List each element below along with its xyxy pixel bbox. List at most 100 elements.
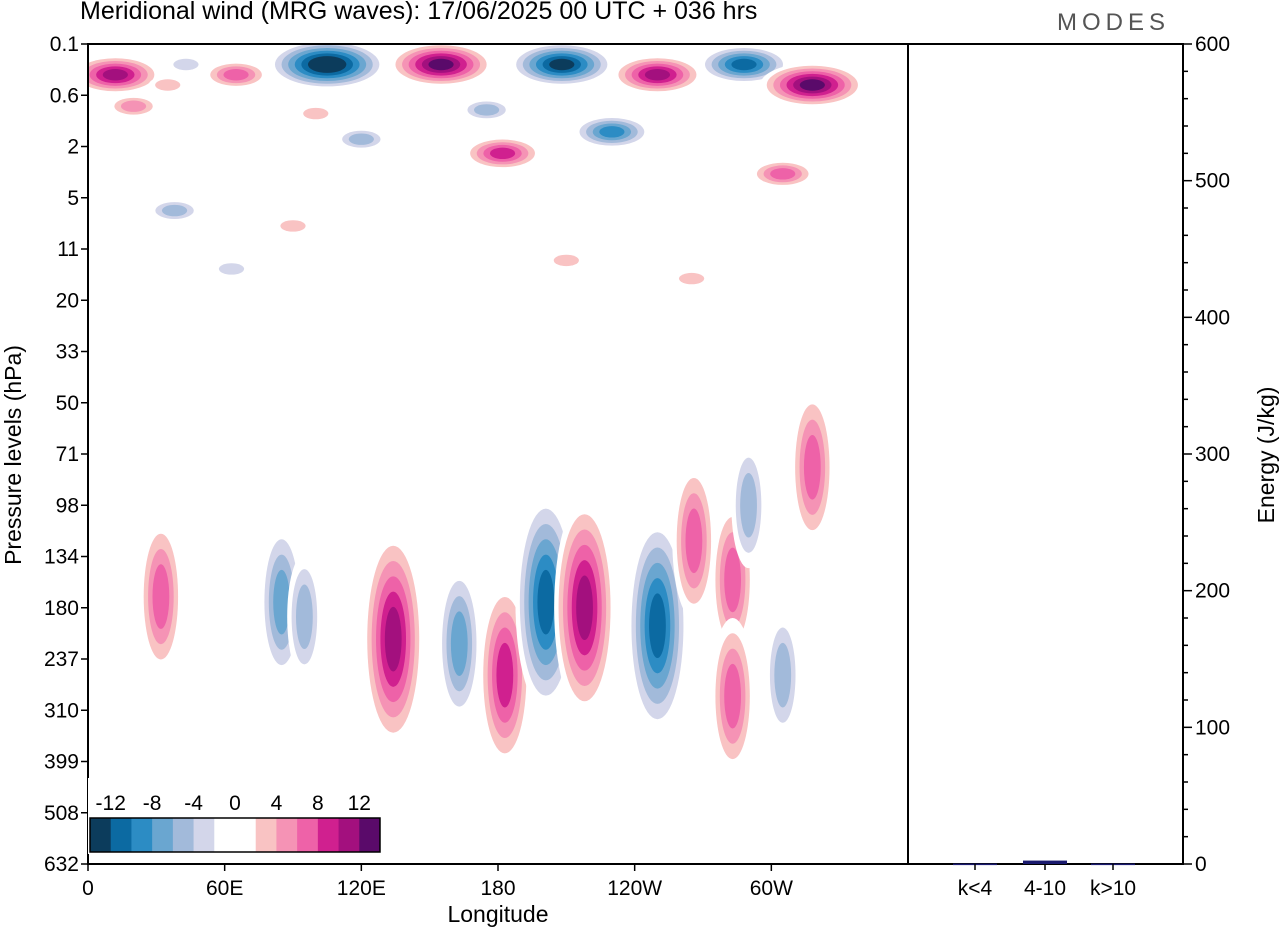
contour-band xyxy=(649,593,666,659)
colorbar-swatch xyxy=(276,818,298,852)
contour-cell xyxy=(672,270,711,288)
contour-band xyxy=(120,100,147,112)
contour-band xyxy=(685,508,703,574)
contour-cell xyxy=(554,498,615,717)
y-tick-label: 33 xyxy=(56,341,79,364)
contour-cell xyxy=(273,217,313,235)
x-axis-title: Longitude xyxy=(447,901,548,927)
contour-band xyxy=(549,58,575,71)
contour-band xyxy=(774,642,792,708)
contour-cell xyxy=(672,462,716,620)
colorbar-swatch xyxy=(255,818,277,852)
y-tick-label: 237 xyxy=(44,648,79,671)
contour-band xyxy=(537,569,555,635)
y-tick-label: 50 xyxy=(56,392,79,415)
contour-band xyxy=(348,133,374,145)
energy-bars: k<4 4-10 k>10 xyxy=(953,860,1136,900)
colorbar-swatch xyxy=(90,818,112,852)
contour-cell xyxy=(166,56,206,73)
contour-cell xyxy=(388,44,494,87)
contour-band xyxy=(428,58,454,71)
y-tick-label: 98 xyxy=(56,494,79,517)
y-tick-label: 2 xyxy=(67,136,79,159)
contour-band xyxy=(384,606,402,672)
energy-tick-label: 300 xyxy=(1195,443,1230,466)
contour-cell xyxy=(148,76,187,94)
contour-band xyxy=(644,69,671,81)
contour-band xyxy=(599,126,625,138)
contour-band xyxy=(740,472,757,538)
contour-cell xyxy=(296,105,335,122)
contour-band xyxy=(273,569,291,635)
y-tick-label: 632 xyxy=(44,853,79,876)
y-tick-label: 134 xyxy=(44,546,79,569)
energy-tick-label: 200 xyxy=(1195,580,1230,603)
x-tick-label: 120W xyxy=(607,877,662,900)
contour-band xyxy=(474,104,500,116)
brand-logo: MODES xyxy=(1057,9,1171,36)
contour-band xyxy=(489,147,516,160)
y-tick-label: 0.1 xyxy=(50,33,79,56)
contour-band xyxy=(155,79,181,91)
contour-band xyxy=(731,58,757,71)
contour-cell xyxy=(437,565,481,722)
energy-tick-label: 600 xyxy=(1195,33,1230,56)
contour-band xyxy=(576,575,593,641)
contour-cell xyxy=(335,128,388,151)
colorbar-label: 12 xyxy=(348,792,371,815)
colorbar-label: -4 xyxy=(184,792,203,815)
contour-cell xyxy=(765,612,800,739)
colorbar-frame xyxy=(89,817,381,853)
contour-cell xyxy=(611,55,704,94)
contour-cell xyxy=(212,260,251,278)
energy-tick-label: 500 xyxy=(1195,170,1230,193)
contour-cell xyxy=(790,389,834,546)
contour-cell xyxy=(547,251,586,269)
energy-tick-label: 400 xyxy=(1195,306,1230,329)
x-tick-label: 180 xyxy=(480,877,515,900)
energy-axis: 0 100 200 300 400 500 600 xyxy=(1183,33,1230,876)
colorbar-label: 4 xyxy=(271,792,283,815)
heatmap-cells xyxy=(88,44,865,775)
category-label: k>10 xyxy=(1090,877,1136,900)
y-tick-label: 180 xyxy=(44,597,79,620)
contour-cell xyxy=(362,530,424,749)
contour-band xyxy=(303,107,329,120)
colorbar-swatch xyxy=(110,818,132,852)
y-tick-label: 11 xyxy=(57,238,79,261)
pressure-axis: 0.1 0.6 2 5 11 20 33 50 71 98 134 180 237 310 399 508 63… xyxy=(44,33,88,876)
contour-band xyxy=(173,58,199,71)
contour-band xyxy=(295,584,313,650)
contour-cell xyxy=(139,518,183,675)
contour-cell xyxy=(760,63,865,107)
colorbar-swatch xyxy=(359,818,381,852)
energy-bar-chart: k<4 4-10 k>10 0 100 200 300 400 500 600 Energy (… xyxy=(907,33,1279,900)
colorbar-swatch xyxy=(131,818,153,852)
y-tick-label: 508 xyxy=(44,802,79,825)
colorbar-swatch xyxy=(317,818,340,852)
colorbar: -12 -8 -4 0 4 8 12 xyxy=(88,778,382,854)
y-tick-label: 399 xyxy=(44,751,79,774)
contour-cell xyxy=(287,553,322,680)
contour-cell xyxy=(698,45,790,84)
energy-bar xyxy=(1023,860,1067,864)
category-label: 4-10 xyxy=(1024,877,1066,900)
x-tick-label: 120E xyxy=(337,877,386,900)
heatmap-plot: 0.1 0.6 2 5 11 20 33 50 71 98 134 180 237 310 399 508 63… xyxy=(0,33,909,927)
colorbar-swatch xyxy=(297,818,319,852)
x-tick-label: 60W xyxy=(750,877,793,900)
contour-band xyxy=(724,547,742,613)
energy-tick-label: 0 xyxy=(1195,853,1207,876)
y-tick-label: 5 xyxy=(67,187,79,210)
contour-cell xyxy=(731,442,766,569)
colorbar-swatch xyxy=(152,818,174,852)
y-tick-label: 0.6 xyxy=(50,84,79,107)
contour-band xyxy=(496,642,514,708)
category-label: k<4 xyxy=(958,877,993,900)
colorbar-swatch xyxy=(193,818,215,852)
contour-band xyxy=(679,272,705,285)
y-tick-label: 310 xyxy=(44,699,79,722)
x-tick-label: 0 xyxy=(82,877,94,900)
y-tick-label: 71 xyxy=(56,443,79,466)
